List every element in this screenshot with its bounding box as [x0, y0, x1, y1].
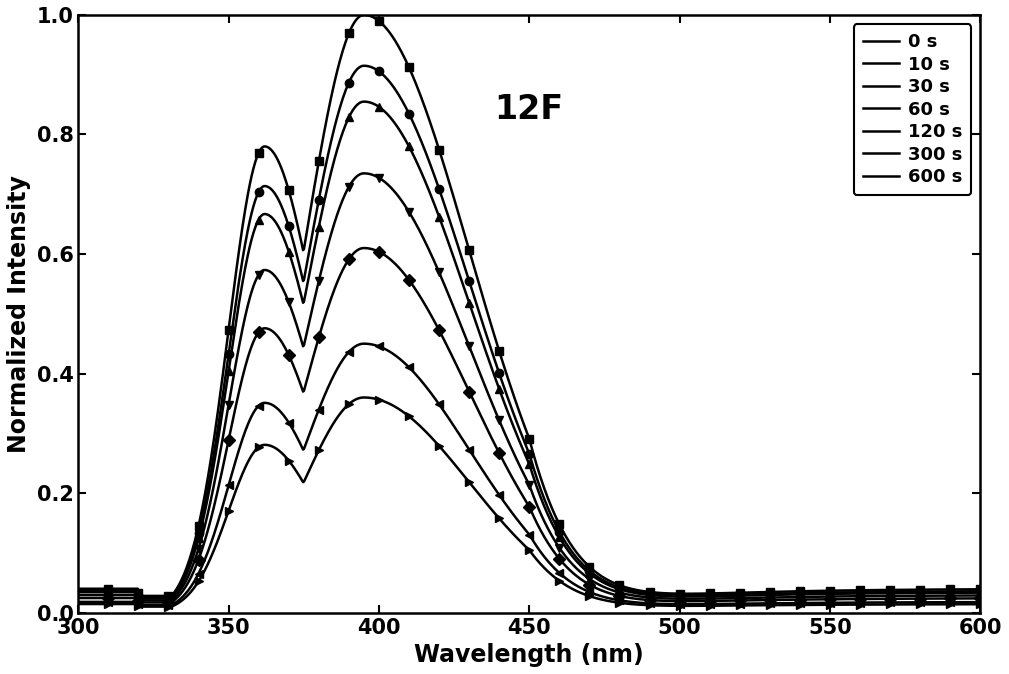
60 s [165, 596, 178, 605]
0 s [975, 585, 987, 593]
10 s [439, 202, 451, 210]
0 s [165, 592, 178, 600]
Line: 60 s: 60 s [79, 173, 981, 601]
300 s [357, 340, 369, 348]
600 s [777, 601, 789, 609]
30 s [975, 588, 987, 596]
60 s [132, 596, 144, 605]
0 s [73, 584, 85, 592]
30 s [357, 98, 369, 106]
Line: 600 s: 600 s [79, 398, 981, 607]
600 s [975, 600, 987, 608]
120 s [471, 404, 483, 412]
Line: 300 s: 300 s [79, 344, 981, 605]
300 s [73, 598, 85, 606]
Legend: 0 s, 10 s, 30 s, 60 s, 120 s, 300 s, 600 s: 0 s, 10 s, 30 s, 60 s, 120 s, 300 s, 600… [854, 24, 972, 195]
10 s [693, 591, 705, 599]
0 s [471, 274, 483, 282]
10 s [777, 589, 789, 597]
300 s [439, 408, 451, 417]
600 s [73, 600, 85, 608]
0 s [132, 592, 144, 600]
Line: 120 s: 120 s [79, 248, 981, 603]
60 s [777, 593, 789, 601]
600 s [439, 448, 451, 456]
Line: 0 s: 0 s [79, 15, 981, 596]
30 s [794, 590, 806, 599]
0 s [794, 587, 806, 595]
30 s [777, 590, 789, 599]
10 s [975, 587, 987, 595]
Y-axis label: Normalized Intensity: Normalized Intensity [7, 175, 31, 453]
10 s [73, 587, 85, 595]
600 s [693, 602, 705, 610]
600 s [794, 601, 806, 609]
0 s [357, 11, 369, 19]
30 s [439, 228, 451, 237]
120 s [794, 596, 806, 604]
0 s [439, 164, 451, 172]
300 s [794, 599, 806, 607]
10 s [132, 593, 144, 601]
30 s [471, 323, 483, 331]
120 s [439, 338, 451, 346]
600 s [132, 603, 144, 611]
0 s [777, 588, 789, 596]
60 s [439, 282, 451, 290]
120 s [132, 599, 144, 607]
300 s [132, 601, 144, 609]
10 s [357, 62, 369, 70]
600 s [357, 394, 369, 402]
60 s [693, 594, 705, 603]
300 s [693, 600, 705, 608]
0 s [693, 590, 705, 598]
30 s [73, 588, 85, 596]
Line: 10 s: 10 s [79, 66, 981, 597]
60 s [73, 591, 85, 599]
600 s [471, 488, 483, 496]
10 s [471, 303, 483, 311]
120 s [975, 594, 987, 603]
30 s [693, 592, 705, 601]
300 s [777, 599, 789, 607]
120 s [73, 594, 85, 602]
120 s [777, 596, 789, 604]
300 s [165, 601, 178, 609]
60 s [471, 363, 483, 371]
300 s [471, 458, 483, 466]
120 s [165, 599, 178, 607]
60 s [975, 592, 987, 600]
60 s [357, 169, 369, 177]
10 s [165, 593, 178, 601]
Line: 30 s: 30 s [79, 102, 981, 599]
300 s [975, 598, 987, 606]
60 s [794, 593, 806, 601]
Text: 12F: 12F [494, 92, 564, 125]
120 s [693, 597, 705, 605]
120 s [357, 244, 369, 252]
X-axis label: Wavelength (nm): Wavelength (nm) [415, 643, 644, 667]
30 s [165, 594, 178, 603]
30 s [132, 594, 144, 603]
600 s [165, 603, 178, 611]
10 s [794, 589, 806, 597]
